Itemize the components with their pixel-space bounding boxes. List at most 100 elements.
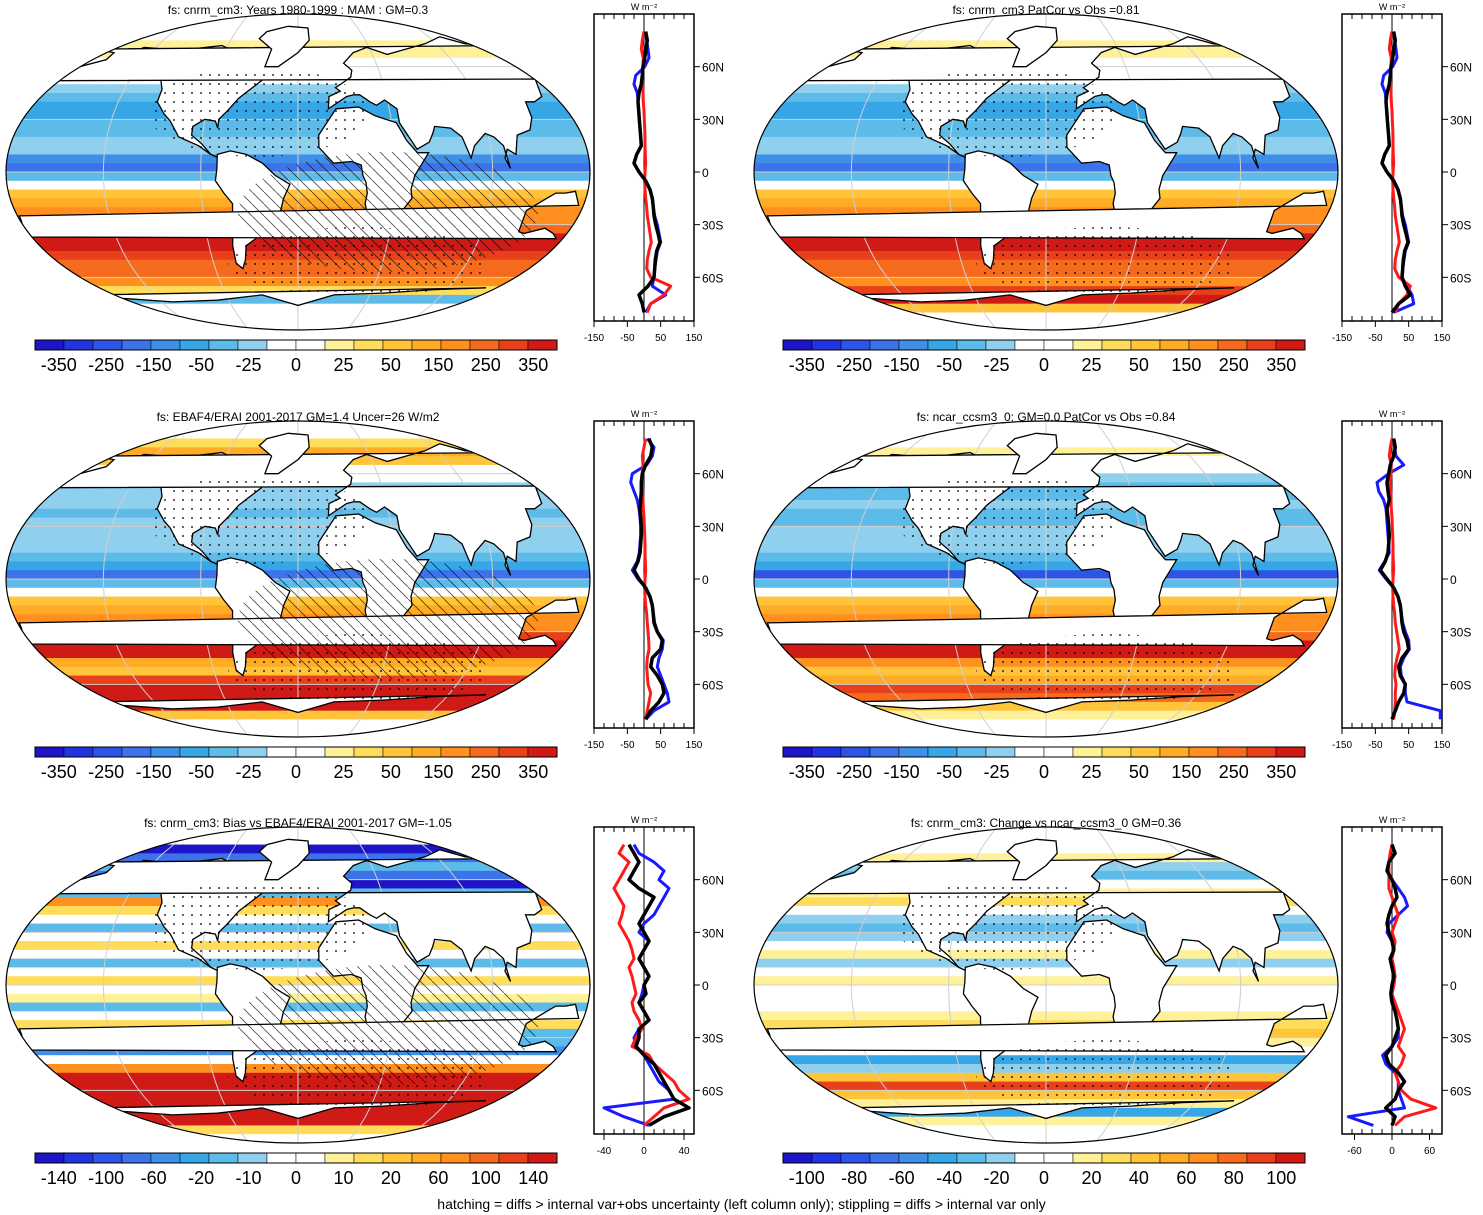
chart-title: fs: cnrm_cm3: Change vs ncar_ccsm3_0 GM=… — [911, 816, 1182, 830]
zonal-ytick-label: 60S — [702, 1084, 723, 1098]
colorbar-swatch — [956, 1152, 987, 1164]
map-stippling — [896, 880, 1116, 970]
colorbar-label: 25 — [333, 762, 353, 782]
zonal-xtick-label: 150 — [686, 740, 703, 751]
colorbar-label: -100 — [88, 1168, 124, 1188]
colorbar-label: -25 — [984, 355, 1010, 375]
zonal-ytick-label: 0 — [1450, 979, 1457, 993]
colorbar-frame — [34, 746, 558, 758]
colorbar-swatch — [237, 1152, 268, 1164]
colorbar-swatch — [1275, 746, 1306, 758]
continent — [766, 190, 1328, 240]
colorbar-swatch — [92, 746, 123, 758]
chart-svg: fs: cnrm_cm3: Years 1980-1999 : MAM : GM… — [5, 2, 724, 375]
colorbar-swatch — [1159, 339, 1190, 351]
colorbar-swatch — [927, 339, 958, 351]
colorbar-label: 150 — [1171, 762, 1201, 782]
continent — [258, 838, 310, 881]
colorbar-swatch — [898, 1152, 929, 1164]
colorbar-label: -25 — [236, 355, 262, 375]
map-stippling — [148, 474, 368, 564]
map-plot — [753, 420, 1339, 738]
colorbar-swatch — [956, 746, 987, 758]
colorbar: -350 -250 -150 -50 -25 0 25 50 150 250 350 — [34, 746, 558, 782]
zonal-ytick-label: 60S — [1450, 1084, 1471, 1098]
colorbar-label: -50 — [936, 762, 962, 782]
colorbar-swatch — [1101, 746, 1132, 758]
colorbar-swatch — [1188, 339, 1219, 351]
zonal-xtick-label: 40 — [678, 1146, 690, 1157]
map-stippling — [148, 67, 368, 157]
zonal-ytick-label: 0 — [702, 166, 709, 180]
map-stippling — [896, 67, 1116, 157]
colorbar-label: -80 — [841, 1168, 867, 1188]
map-hatching — [238, 152, 538, 272]
colorbar-label: 25 — [1081, 762, 1101, 782]
colorbar-label: 250 — [1219, 355, 1249, 375]
colorbar-swatch — [1043, 339, 1074, 351]
colorbar-label: 350 — [1266, 762, 1296, 782]
colorbar-frame — [34, 339, 558, 351]
colorbar-swatch — [1217, 339, 1248, 351]
colorbar: -350 -250 -150 -50 -25 0 25 50 150 250 350 — [782, 339, 1306, 375]
colorbar-swatch — [811, 746, 842, 758]
zonal-ytick-label: 60N — [1450, 468, 1472, 482]
colorbar-label: 40 — [1129, 1168, 1149, 1188]
colorbar-swatch — [295, 746, 326, 758]
continent — [1006, 25, 1058, 68]
colorbar-swatch — [927, 1152, 958, 1164]
zonal-ytick-label: 60N — [1450, 874, 1472, 888]
colorbar-frame — [782, 746, 1306, 758]
colorbar-swatch — [34, 746, 65, 758]
chart-title: fs: ncar_ccsm3_0: GM=0.0 PatCor vs Obs =… — [917, 410, 1176, 424]
map-plot — [5, 13, 591, 331]
colorbar-swatch — [34, 339, 65, 351]
colorbar-swatch — [811, 339, 842, 351]
zonal-ytick-label: 30N — [1450, 926, 1472, 940]
map-plot — [5, 826, 591, 1144]
colorbar-swatch — [121, 746, 152, 758]
colorbar-swatch — [353, 746, 384, 758]
zonal-ytick-label: 30S — [702, 1032, 723, 1046]
zonal-line-black — [632, 31, 662, 313]
zonal-plot: W m⁻² -40 0 40 60N 30N 0 30S 60S — [593, 815, 724, 1157]
colorbar-swatch — [1101, 339, 1132, 351]
colorbar-swatch — [1246, 746, 1277, 758]
colorbar-label: -60 — [889, 1168, 915, 1188]
zonal-ytick-label: 60N — [702, 61, 724, 75]
colorbar-label: -150 — [884, 762, 920, 782]
colorbar-frame — [34, 1152, 558, 1164]
colorbar-swatch — [469, 339, 500, 351]
colorbar-label: -50 — [188, 355, 214, 375]
colorbar-swatch — [295, 339, 326, 351]
colorbar-swatch — [1159, 746, 1190, 758]
colorbar-swatch — [1072, 746, 1103, 758]
colorbar-swatch — [840, 746, 871, 758]
colorbar-swatch — [782, 1152, 813, 1164]
colorbar-swatch — [840, 1152, 871, 1164]
chart-panel: fs: cnrm_cm3: Change vs ncar_ccsm3_0 GM=… — [748, 813, 1472, 1193]
zonal-unit: W m⁻² — [631, 409, 657, 419]
chart-panel: fs: cnrm_cm3: Years 1980-1999 : MAM : GM… — [0, 0, 724, 380]
zonal-xtick-label: 50 — [1403, 333, 1415, 344]
map-stippling — [976, 227, 1236, 297]
zonal-ytick-label: 60N — [702, 468, 724, 482]
colorbar-label: -150 — [136, 355, 172, 375]
zonal-xtick-label: -150 — [584, 740, 604, 751]
colorbar-swatch — [1014, 746, 1045, 758]
colorbar-label: -350 — [789, 762, 825, 782]
map-plot — [5, 420, 591, 738]
colorbar-label: 0 — [291, 1168, 301, 1188]
continent — [1006, 432, 1058, 475]
zonal-unit: W m⁻² — [1379, 409, 1405, 419]
continent — [258, 25, 310, 68]
continent — [800, 849, 1291, 982]
colorbar-swatch — [527, 339, 558, 351]
colorbar-label: -250 — [836, 355, 872, 375]
colorbar-label: 20 — [1081, 1168, 1101, 1188]
zonal-line-black — [1384, 844, 1407, 1126]
colorbar-label: 10 — [333, 1168, 353, 1188]
colorbar-swatch — [1072, 339, 1103, 351]
colorbar-label: 50 — [1129, 762, 1149, 782]
zonal-xtick-label: 50 — [1403, 740, 1415, 751]
